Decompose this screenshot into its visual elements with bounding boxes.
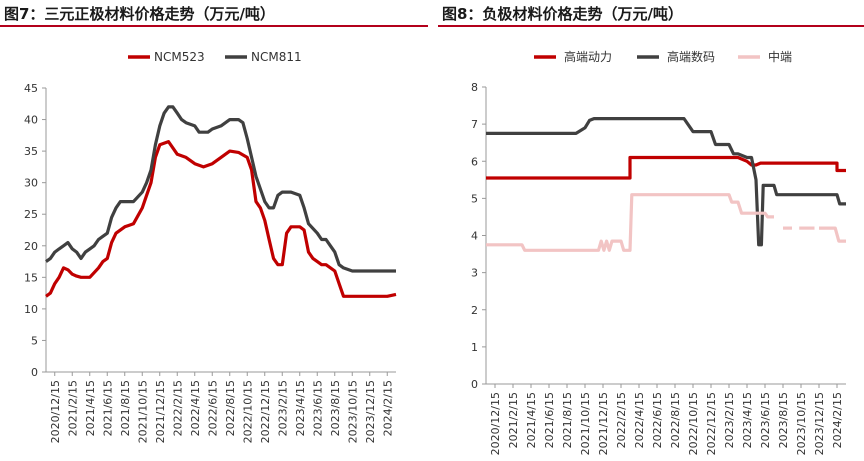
chart-2-y-tick-label: 0 bbox=[471, 378, 478, 391]
chart-2-series-1-line bbox=[486, 117, 846, 247]
chart-1-x-tick-label: 2023/12/15 bbox=[364, 380, 377, 443]
chart-2-title: 图8：负极材料价格走势（万元/吨） bbox=[442, 5, 683, 23]
chart-2-x-tick-label: 2024/2/15 bbox=[831, 392, 844, 448]
title-underline-right bbox=[438, 25, 864, 27]
chart-1-x-tick-label: 2023/8/15 bbox=[329, 380, 342, 436]
chart-2-y-tick-label: 3 bbox=[471, 267, 478, 280]
chart-2-legend-label-0: 高端动力 bbox=[564, 49, 612, 64]
chart-2-series-0-line bbox=[486, 155, 846, 180]
chart-2-x-tick-label: 2023/12/15 bbox=[813, 392, 826, 455]
chart-1-x-tick-label: 2023/2/15 bbox=[276, 380, 289, 436]
chart-2-x-tick-label: 2022/10/15 bbox=[687, 392, 700, 455]
chart-1-x-tick-label: 2022/10/15 bbox=[241, 380, 254, 443]
chart-1-series-0-line bbox=[45, 140, 397, 298]
chart-1-title: 图7：三元正极材料价格走势（万元/吨） bbox=[4, 5, 275, 23]
chart-1-y-tick-label: 15 bbox=[24, 271, 38, 284]
chart-2-x-tick-label: 2021/4/15 bbox=[525, 392, 538, 448]
chart-2-x-tick-label: 2023/4/15 bbox=[741, 392, 754, 448]
title-underline-left bbox=[0, 25, 428, 27]
chart-2-y-tick-label: 2 bbox=[471, 304, 478, 317]
chart-2-x-tick-label: 2022/12/15 bbox=[705, 392, 718, 455]
chart-1-y-tick-label: 5 bbox=[31, 334, 38, 347]
chart-1-y-tick-label: 20 bbox=[24, 240, 38, 253]
chart-1-series-1-line bbox=[45, 105, 396, 273]
chart-1-y-tick-label: 25 bbox=[24, 208, 38, 221]
chart-2-x-tick-label: 2023/10/15 bbox=[795, 392, 808, 455]
chart-1-x-tick-label: 2022/6/15 bbox=[206, 380, 219, 436]
chart-1-x-tick-label: 2023/4/15 bbox=[294, 380, 307, 436]
chart-2-legend-label-1: 高端数码 bbox=[667, 49, 715, 64]
chart-2-x-tick-label: 2023/6/15 bbox=[759, 392, 772, 448]
chart-2-legend-label-2: 中端 bbox=[768, 49, 792, 64]
chart-2-x-tick-label: 2021/6/15 bbox=[543, 392, 556, 448]
chart-2-x-tick-label: 2023/8/15 bbox=[777, 392, 790, 448]
chart-2-x-tick-label: 2020/12/15 bbox=[489, 392, 502, 455]
chart-2-y-tick-label: 5 bbox=[471, 192, 478, 205]
chart-2-x-tick-label: 2022/2/15 bbox=[615, 392, 628, 448]
chart-2-x-tick-label: 2022/6/15 bbox=[651, 392, 664, 448]
chart-1-y-tick-label: 35 bbox=[24, 145, 38, 158]
chart-2-y-tick-label: 6 bbox=[471, 155, 478, 168]
chart-1-y-tick-label: 40 bbox=[24, 114, 38, 127]
chart-1-y-tick-label: 0 bbox=[31, 366, 38, 379]
chart-2-x-tick-label: 2021/2/15 bbox=[507, 392, 520, 448]
chart-2-y-tick-label: 8 bbox=[471, 81, 478, 94]
chart-1-y-tick-label: 45 bbox=[24, 82, 38, 95]
chart-1-x-tick-label: 2023/10/15 bbox=[346, 380, 359, 443]
chart-2-y-tick-label: 7 bbox=[471, 118, 478, 131]
chart-2-x-tick-label: 2022/8/15 bbox=[669, 392, 682, 448]
chart-2-x-tick-label: 2021/8/15 bbox=[561, 392, 574, 448]
chart-2-series-2-line bbox=[486, 193, 774, 252]
chart-2-x-tick-label: 2021/12/15 bbox=[597, 392, 610, 455]
chart-2-series-2-line bbox=[819, 226, 846, 243]
chart-1-legend-label-0: NCM523 bbox=[154, 50, 205, 64]
chart-2-y-tick-label: 1 bbox=[471, 341, 478, 354]
chart-1-x-tick-label: 2022/4/15 bbox=[189, 380, 202, 436]
chart-1-x-tick-label: 2021/12/15 bbox=[154, 380, 167, 443]
chart-1-y-tick-label: 10 bbox=[24, 303, 38, 316]
chart-1-x-tick-label: 2021/6/15 bbox=[101, 380, 114, 436]
chart-1-x-tick-label: 2023/6/15 bbox=[311, 380, 324, 436]
chart-1-x-tick-label: 2021/4/15 bbox=[84, 380, 97, 436]
chart-1-y-tick-label: 30 bbox=[24, 177, 38, 190]
chart-1-x-tick-label: 2022/8/15 bbox=[224, 380, 237, 436]
chart-1-x-tick-label: 2022/12/15 bbox=[259, 380, 272, 443]
chart-1-x-tick-label: 2022/2/15 bbox=[171, 380, 184, 436]
chart-2-y-tick-label: 4 bbox=[471, 230, 478, 243]
chart-2-x-tick-label: 2023/2/15 bbox=[723, 392, 736, 448]
chart-1-x-tick-label: 2020/12/15 bbox=[49, 380, 62, 443]
chart-1-x-tick-label: 2021/8/15 bbox=[119, 380, 132, 436]
chart-1-x-tick-label: 2021/10/15 bbox=[136, 380, 149, 443]
chart-1-x-tick-label: 2024/2/15 bbox=[381, 380, 394, 436]
chart-1-x-tick-label: 2021/2/15 bbox=[66, 380, 79, 436]
chart-2-x-tick-label: 2022/4/15 bbox=[633, 392, 646, 448]
chart-2-x-tick-label: 2021/10/15 bbox=[579, 392, 592, 455]
chart-1-legend-label-1: NCM811 bbox=[251, 50, 302, 64]
